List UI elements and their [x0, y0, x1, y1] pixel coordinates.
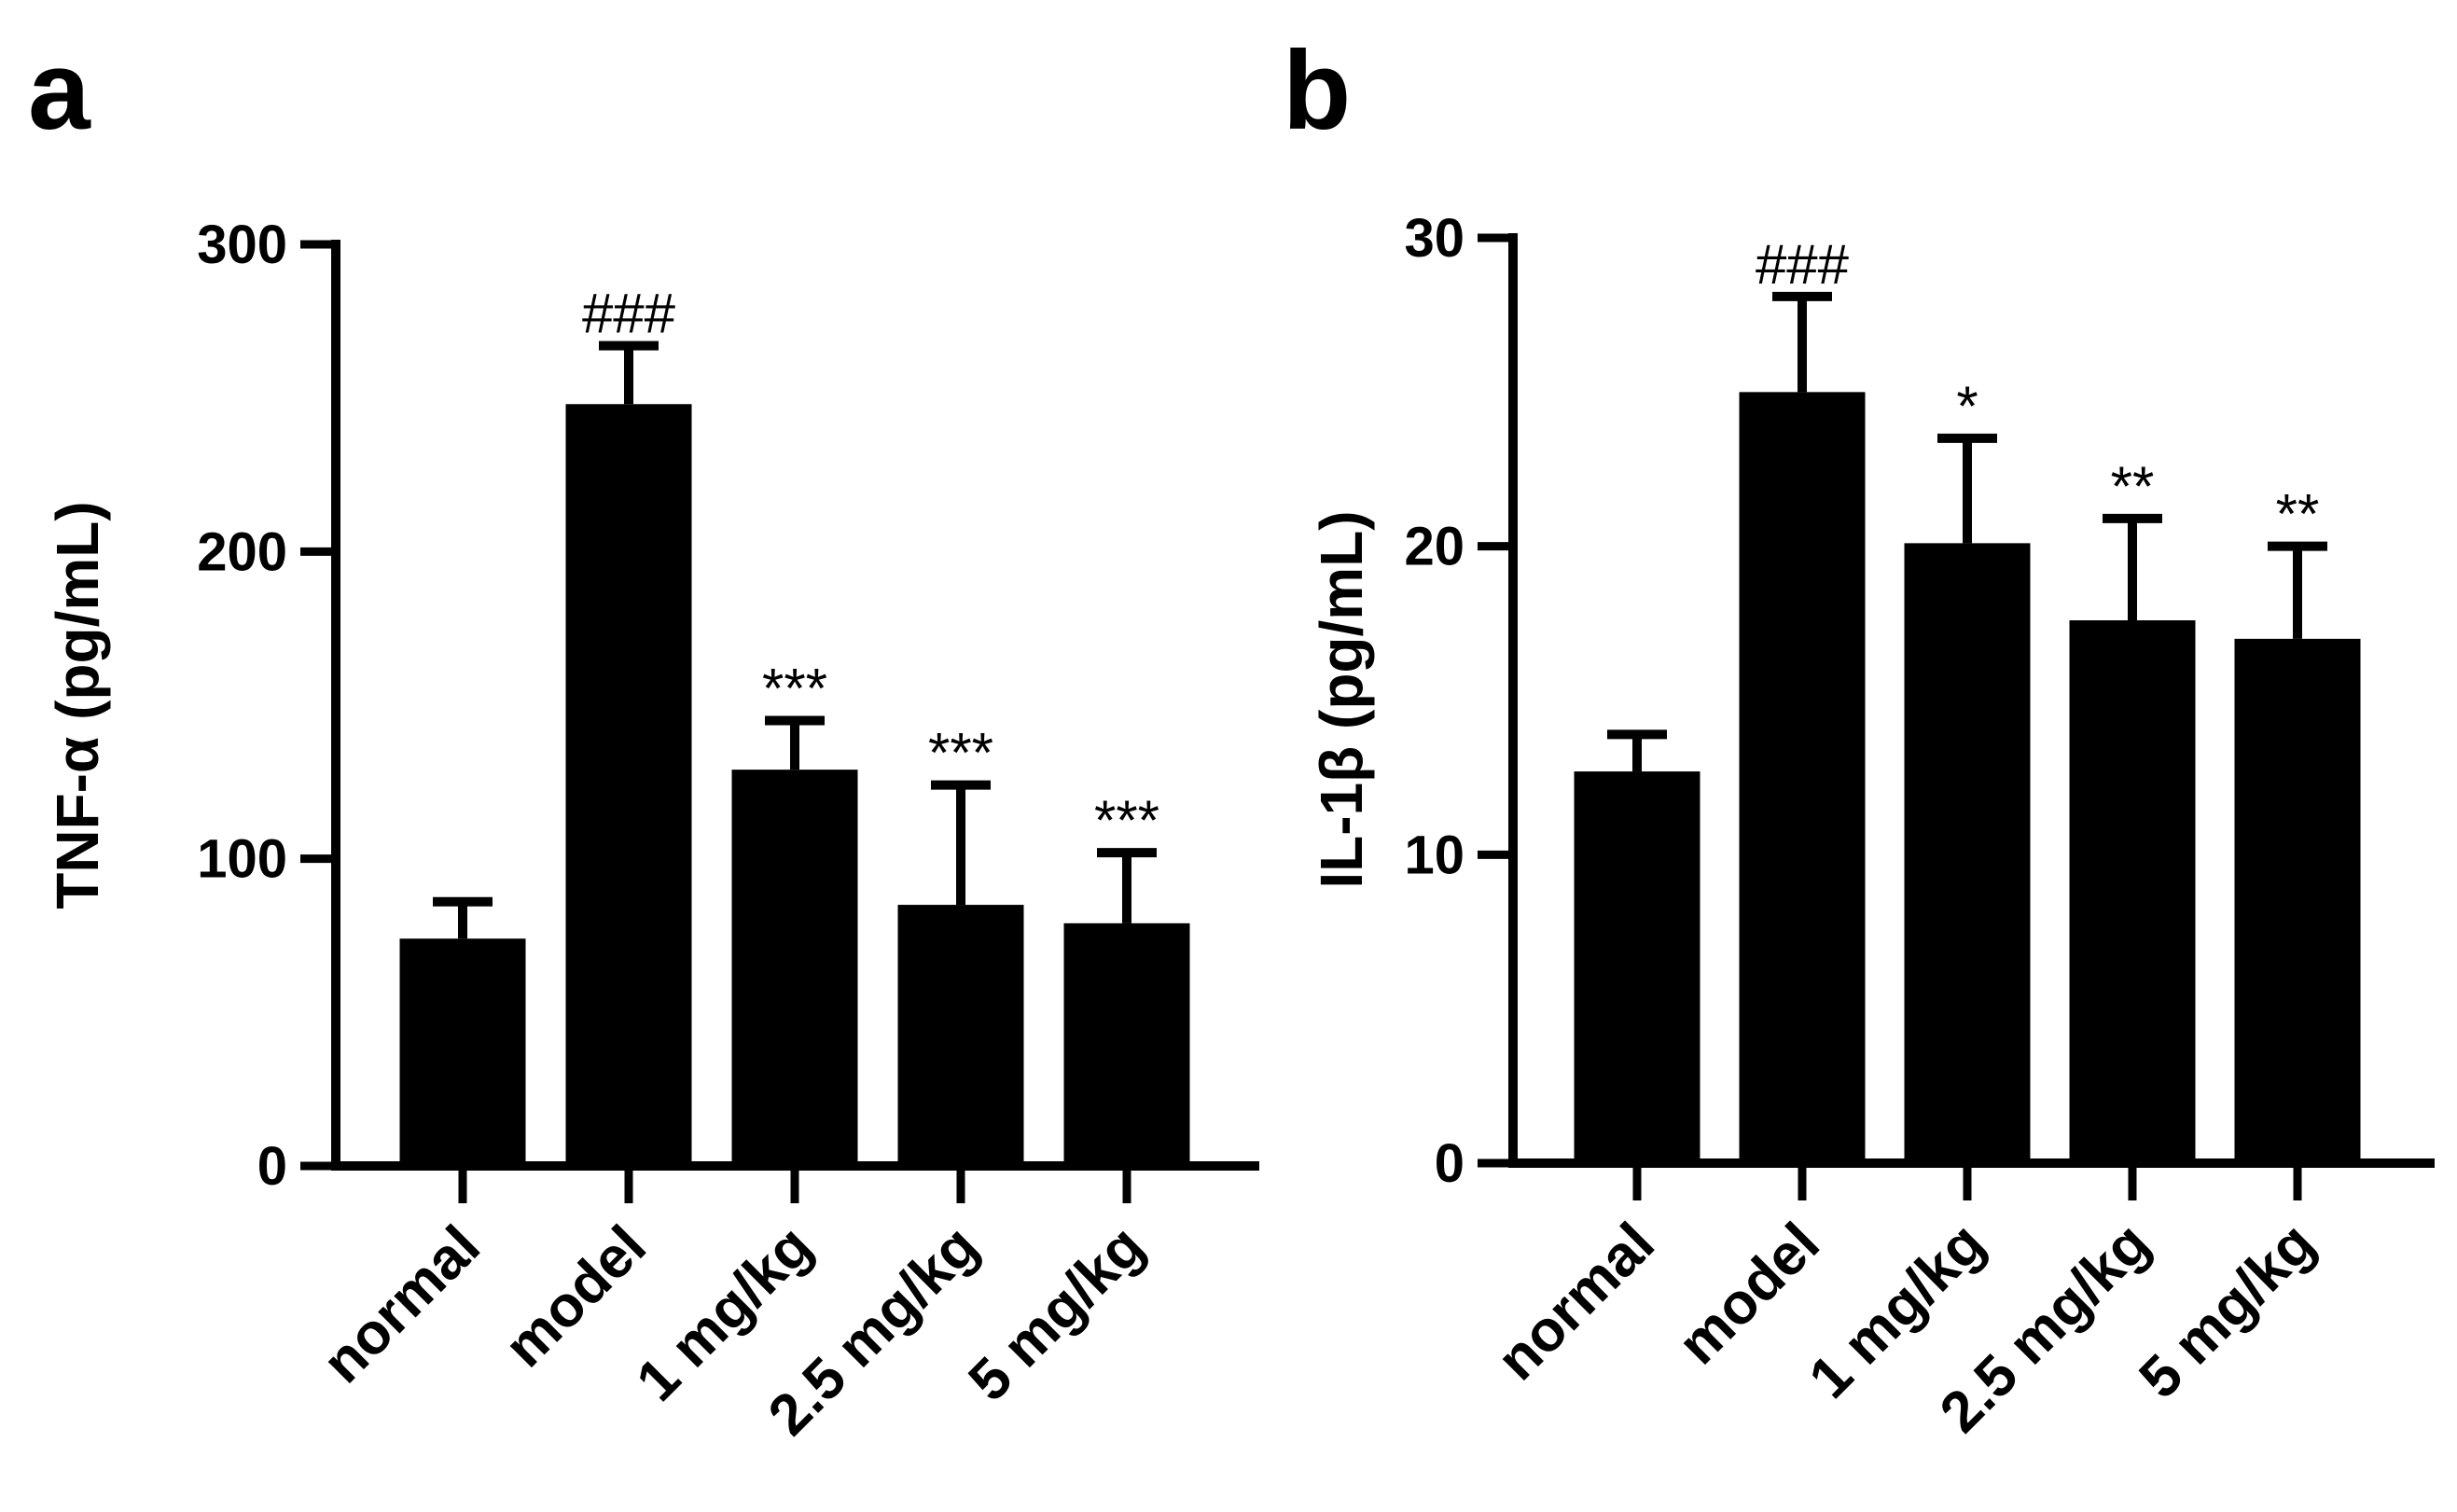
significance-label: ** [2111, 455, 2155, 518]
y-tick-label: 0 [257, 1136, 287, 1197]
x-tick-label: model [1666, 1211, 1832, 1377]
panel-b-letter: b [1283, 28, 1351, 153]
x-tick-label: 5 mg/kg [956, 1214, 1156, 1413]
bar [897, 905, 1024, 1166]
panel-b-chart: b normal###model*1 mg/kg**2.5 mg/kg**5 m… [1283, 28, 2435, 1445]
x-tick-label: normal [311, 1214, 493, 1395]
significance-label: *** [762, 657, 827, 719]
significance-label: *** [1094, 789, 1159, 852]
y-tick-label: 300 [197, 215, 287, 275]
bar [399, 938, 526, 1166]
y-tick-label: 100 [197, 829, 287, 890]
y-axis-title: TNF-α (pg/mL) [44, 501, 111, 909]
x-tick-label: model [493, 1214, 659, 1380]
bar [2234, 638, 2361, 1163]
y-tick-label: 0 [1435, 1133, 1464, 1194]
bar [1063, 922, 1190, 1166]
bar [565, 404, 692, 1167]
significance-label: ** [2276, 483, 2320, 546]
x-tick-label: normal [1485, 1211, 1667, 1393]
bar [731, 770, 858, 1166]
bar [2069, 620, 2196, 1163]
y-tick-label: 200 [197, 521, 287, 582]
panel-a-chart: a normal###model***1 mg/kg***2.5 mg/kg**… [28, 28, 1259, 1448]
significance-label: ### [1756, 233, 1850, 296]
y-axis-title: IL-1β (pg/mL) [1308, 510, 1375, 888]
y-tick-label: 10 [1404, 825, 1464, 885]
significance-label: * [1956, 375, 1978, 437]
panel-a-letter: a [28, 28, 91, 153]
significance-label: *** [928, 722, 993, 784]
y-tick-label: 30 [1404, 208, 1464, 269]
bar [1574, 771, 1700, 1163]
significance-label: ### [582, 283, 676, 345]
bar [1739, 392, 1866, 1163]
y-tick-label: 20 [1404, 517, 1464, 577]
bar [1904, 543, 2031, 1163]
x-tick-label: 5 mg/kg [2127, 1211, 2326, 1410]
